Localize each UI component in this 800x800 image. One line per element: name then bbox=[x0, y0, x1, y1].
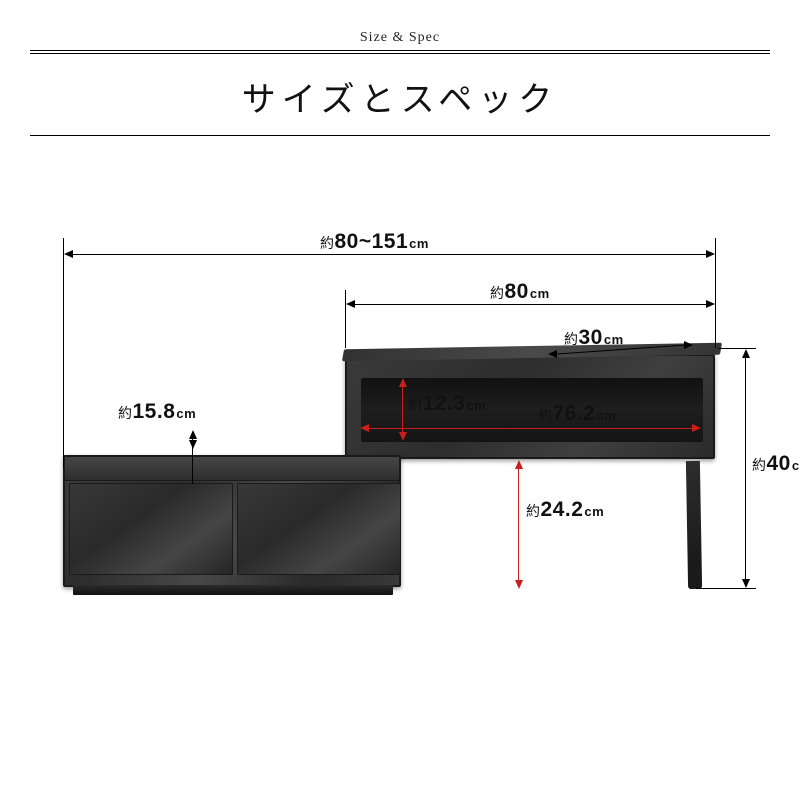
ext-line-height-bot bbox=[696, 588, 756, 589]
rule-single-bottom bbox=[30, 135, 770, 136]
dim-line-overall-width bbox=[66, 254, 712, 255]
arrow-drawerh-down-icon bbox=[189, 440, 197, 449]
arrow-openh-down-icon bbox=[399, 432, 407, 441]
dim-line-inner-w bbox=[362, 428, 698, 429]
shelf-leg-left bbox=[686, 461, 702, 589]
shelf-unit bbox=[345, 354, 715, 459]
dim-unit: cm bbox=[408, 236, 429, 251]
dim-line-shelf-width bbox=[348, 304, 712, 305]
arrow-legh-down-icon bbox=[515, 580, 523, 589]
dim-shelf-depth: 約30cm bbox=[564, 326, 624, 350]
drawer-base bbox=[73, 585, 393, 595]
dim-prefix: 約 bbox=[320, 235, 335, 251]
dim-line-total-h bbox=[745, 351, 746, 585]
dim-leg-clearance: 約24.2cm bbox=[526, 498, 604, 522]
arrow-totalh-down-icon bbox=[742, 579, 750, 588]
dim-value: 24.2 bbox=[541, 498, 584, 521]
dim-shelf-inner-w: 約76.2cm bbox=[538, 402, 616, 426]
dim-value: 12.3 bbox=[423, 392, 466, 415]
dim-unit: cm bbox=[465, 398, 486, 413]
dimension-diagram: 約80~151cm 約80cm 約30cm 約15.8cm 約12.3cm 約7… bbox=[0, 230, 800, 750]
header-subtitle: Size & Spec bbox=[0, 30, 800, 50]
arrow-legh-up-icon bbox=[515, 460, 523, 469]
dim-drawer-height: 約15.8cm bbox=[118, 400, 196, 424]
ext-line-overall-right bbox=[715, 238, 716, 348]
dim-prefix: 約 bbox=[490, 285, 505, 301]
dim-prefix: 約 bbox=[564, 331, 579, 347]
arrow-depth-right-icon bbox=[684, 341, 693, 349]
arrow-innerw-right-icon bbox=[692, 424, 701, 432]
arrow-overall-left-icon bbox=[64, 250, 73, 258]
dim-unit: cm bbox=[175, 406, 196, 421]
dim-value: 30 bbox=[579, 326, 603, 349]
drawer-left bbox=[69, 483, 233, 575]
dim-prefix: 約 bbox=[118, 405, 133, 421]
dim-prefix: 約 bbox=[408, 397, 423, 413]
arrow-depth-left-icon bbox=[548, 350, 557, 358]
dim-value: 15.8 bbox=[133, 400, 176, 423]
arrow-openh-up-icon bbox=[399, 378, 407, 387]
dim-value: 76.2 bbox=[553, 402, 596, 425]
arrow-shelf-right-icon bbox=[706, 300, 715, 308]
dim-total-height: 約40cm bbox=[752, 452, 800, 476]
header: Size & Spec サイズとスペック bbox=[0, 0, 800, 136]
dim-unit: cm bbox=[583, 504, 604, 519]
dim-unit: cm bbox=[791, 458, 800, 473]
header-title: サイズとスペック bbox=[0, 54, 800, 135]
dim-prefix: 約 bbox=[538, 407, 553, 423]
dim-prefix: 約 bbox=[526, 503, 541, 519]
ext-line-height-top bbox=[718, 348, 756, 349]
drawer-top-surface bbox=[65, 457, 399, 481]
dim-unit: cm bbox=[603, 332, 624, 347]
drawer-block bbox=[63, 455, 401, 587]
dim-unit: cm bbox=[595, 408, 616, 423]
dim-overall-width: 約80~151cm bbox=[320, 230, 429, 254]
drawer-right bbox=[237, 483, 401, 575]
dim-shelf-width: 約80cm bbox=[490, 280, 550, 304]
arrow-drawerh-up-icon bbox=[189, 430, 197, 439]
ext-line-overall-left bbox=[63, 238, 64, 468]
arrow-totalh-up-icon bbox=[742, 349, 750, 358]
dim-shelf-opening-h: 約12.3cm bbox=[408, 392, 486, 416]
dim-unit: cm bbox=[529, 286, 550, 301]
arrow-shelf-left-icon bbox=[346, 300, 355, 308]
ext-line-shelf-left bbox=[345, 290, 346, 348]
dim-value: 40 bbox=[767, 452, 791, 475]
dim-line-drawer-h2 bbox=[192, 476, 193, 484]
dim-value: 80~151 bbox=[335, 230, 409, 253]
arrow-innerw-left-icon bbox=[360, 424, 369, 432]
dim-prefix: 約 bbox=[752, 457, 767, 473]
dim-value: 80 bbox=[505, 280, 529, 303]
dim-line-opening-h bbox=[402, 380, 403, 438]
dim-line-leg-h bbox=[518, 462, 519, 586]
arrow-overall-right-icon bbox=[706, 250, 715, 258]
